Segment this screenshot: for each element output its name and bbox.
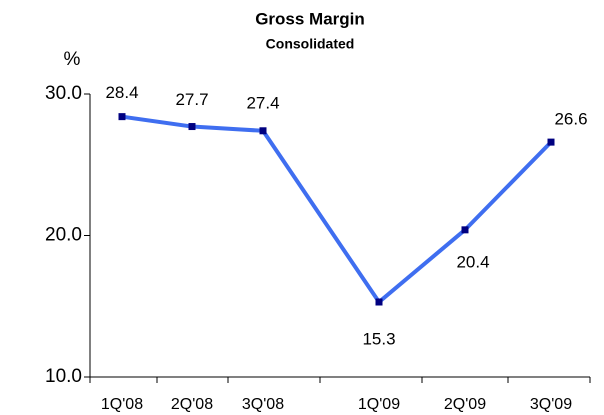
data-label: 26.6 — [554, 110, 587, 129]
marker — [547, 138, 555, 146]
line — [121, 114, 553, 305]
marker — [375, 298, 383, 306]
y-axis-label: % — [64, 49, 81, 70]
x-tick-label: 1Q'08 — [101, 396, 143, 413]
chart-subtitle: Consolidated — [266, 36, 355, 52]
marker — [188, 123, 196, 131]
y-tick-label: 10.0 — [45, 366, 82, 387]
x-tick-label: 3Q'08 — [242, 396, 284, 413]
x-tick-label: 2Q'09 — [444, 396, 486, 413]
data-label: 15.3 — [362, 329, 395, 348]
x-tick-label: 2Q'08 — [171, 396, 213, 413]
marker — [461, 226, 469, 234]
data-label: 27.4 — [246, 93, 279, 112]
marker — [259, 127, 267, 135]
data-label: 20.4 — [456, 252, 489, 271]
x-tick-label: 1Q'09 — [358, 396, 400, 413]
y-tick-label: 30.0 — [45, 83, 82, 104]
chart-title: Gross Margin — [255, 9, 365, 28]
x-tick-label: 3Q'09 — [530, 396, 572, 413]
y-tick-label: 20.0 — [45, 225, 82, 246]
data-label: 27.7 — [175, 90, 208, 109]
data-label: 28.4 — [105, 83, 138, 102]
marker — [118, 113, 126, 121]
